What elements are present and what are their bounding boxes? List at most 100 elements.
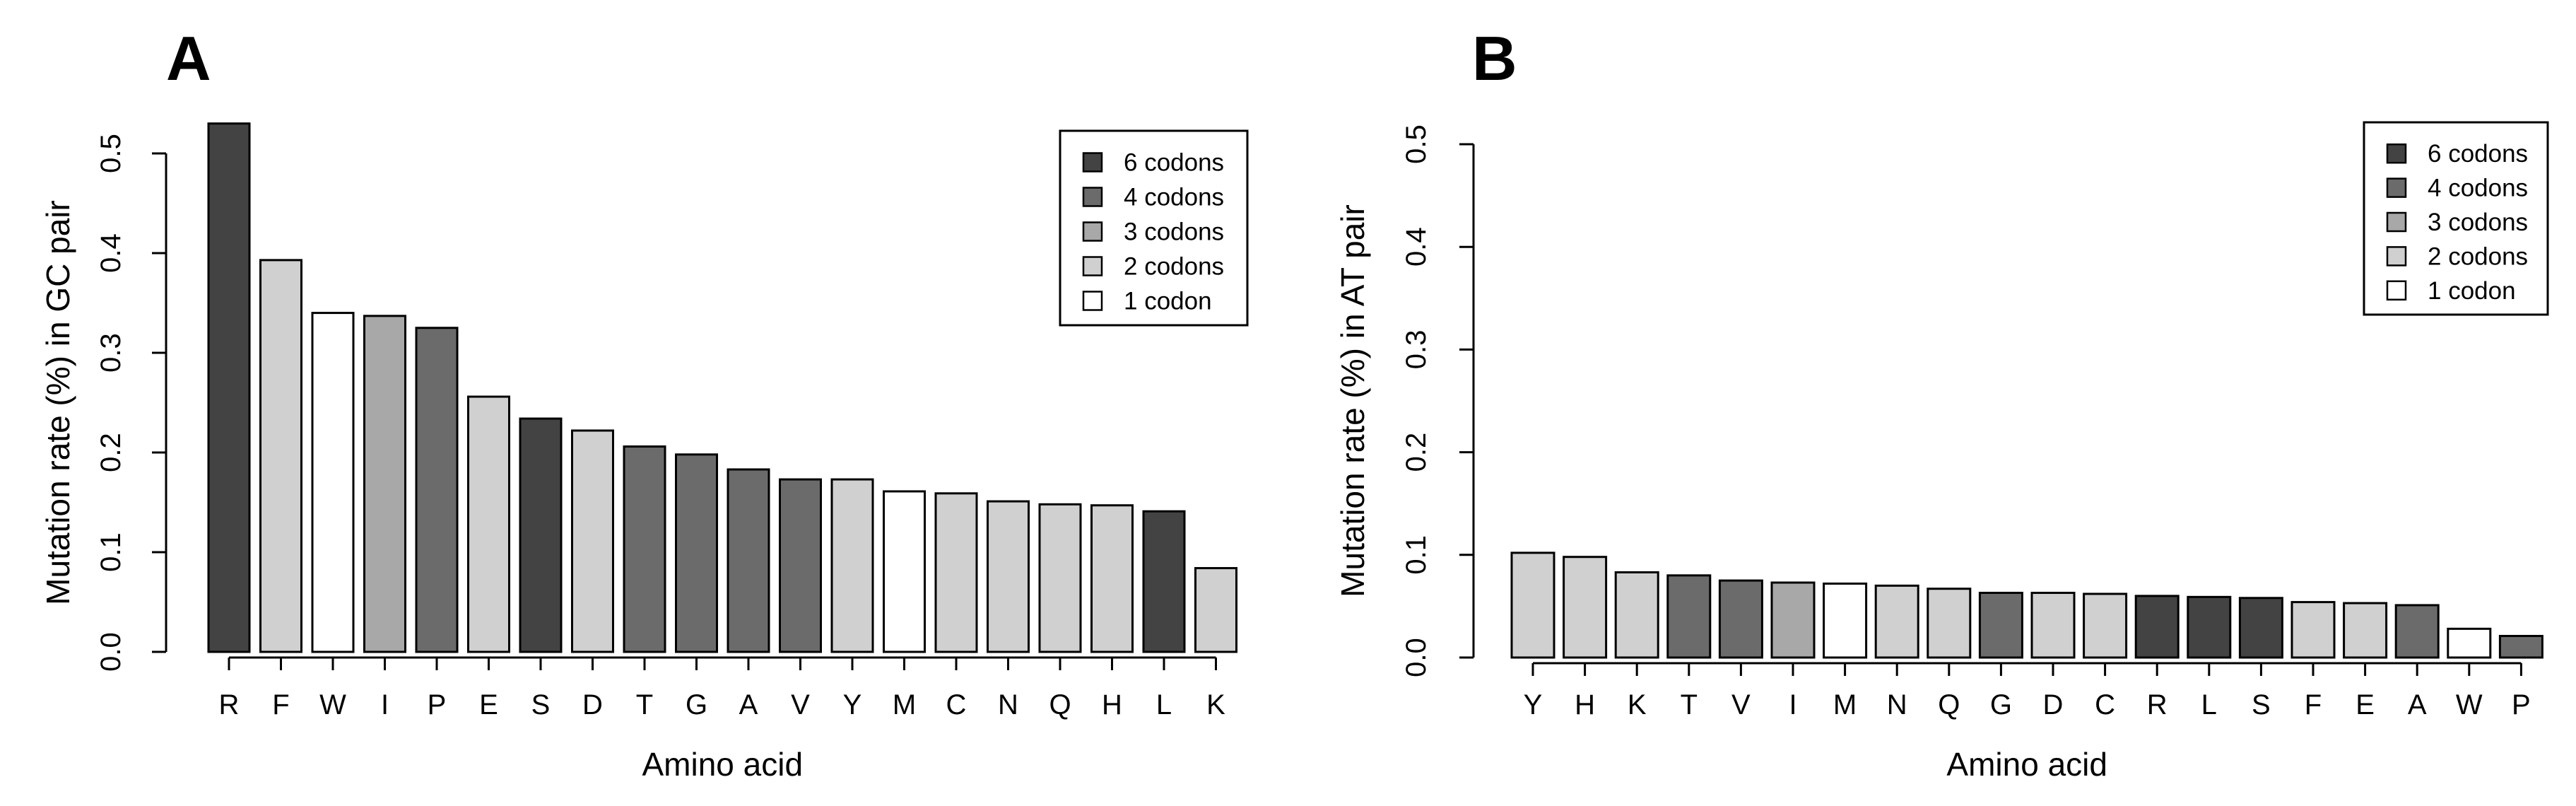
legend-label: 2 codons <box>2428 243 2528 270</box>
legend-label: 3 codons <box>1124 218 1224 246</box>
legend-label: 4 codons <box>2428 175 2528 202</box>
legend-label: 1 codon <box>2428 277 2516 305</box>
bar-E <box>2343 602 2388 659</box>
bar-S <box>2238 597 2283 659</box>
bar-N <box>987 500 1030 653</box>
bar-L <box>1142 510 1186 653</box>
panel-label-b: B <box>1472 23 1517 93</box>
bar-Y <box>830 478 874 653</box>
legend-swatch <box>1082 291 1103 311</box>
x-tick-label: R <box>2147 689 2168 720</box>
x-tick-label: K <box>1206 689 1225 720</box>
bar-P <box>415 327 459 653</box>
legend-swatch <box>2386 143 2407 164</box>
x-tick-label: D <box>582 689 603 720</box>
legend-swatch <box>2386 211 2407 233</box>
x-tick-label: H <box>1575 689 1595 720</box>
bar-D <box>2030 592 2076 659</box>
bar-W <box>2447 627 2492 659</box>
x-tick-label: N <box>998 689 1018 720</box>
x-tick-label: I <box>1789 689 1796 720</box>
legend-label: 1 codon <box>1124 288 1212 315</box>
panel-a-chart: 0.0 0.1 0.2 0.3 0.4 0.5 Mutation rate (%) in G… <box>40 122 1249 783</box>
bar-H <box>1090 504 1134 653</box>
bar-I <box>1770 581 1816 659</box>
x-axis-title: Amino acid <box>1946 746 2107 783</box>
bar-E <box>467 395 510 653</box>
x-tick-label: C <box>2095 689 2115 720</box>
legend-swatch <box>1082 187 1103 207</box>
x-tick-label: A <box>739 689 758 720</box>
x-tick-label: E <box>479 689 498 720</box>
bar-C <box>934 492 978 653</box>
bar-F <box>259 259 302 653</box>
x-tick-label: W <box>319 689 346 720</box>
y-tick-label: 0.4 <box>1401 227 1432 267</box>
x-tick-label: R <box>219 689 240 720</box>
x-tick-label: Q <box>1938 689 1960 720</box>
legend: 6 codons 4 codons 3 codons 2 codons 1 codon <box>2363 121 2549 316</box>
panel-label-a: A <box>166 23 211 93</box>
x-tick-label: T <box>1681 689 1698 720</box>
legend-label: 4 codons <box>1124 184 1224 211</box>
x-tick-label: H <box>1102 689 1122 720</box>
x-tick-label: F <box>2305 689 2322 720</box>
bar-K <box>1194 567 1237 653</box>
x-tick-label: V <box>1731 689 1751 720</box>
bar-W <box>311 312 355 653</box>
x-tick-label: G <box>1990 689 2012 720</box>
bar-I <box>363 315 406 653</box>
x-tick-label: S <box>2252 689 2271 720</box>
bar-Q <box>1927 588 1972 659</box>
legend-label: 3 codons <box>2428 209 2528 236</box>
bar-G <box>1978 592 2023 659</box>
x-tick-label: Y <box>1524 689 1543 720</box>
y-tick-label: 0.3 <box>95 333 127 373</box>
bar-M <box>1823 582 1868 659</box>
x-tick-label: C <box>946 689 967 720</box>
bar-V <box>779 478 822 653</box>
bar-A <box>727 468 770 653</box>
x-axis-title: Amino acid <box>642 746 803 783</box>
y-tick-label: 0.3 <box>1401 330 1432 370</box>
x-tick-label: N <box>1887 689 1907 720</box>
y-tick-label: 0.1 <box>1401 535 1432 575</box>
bar-L <box>2187 595 2232 659</box>
bar-Q <box>1038 503 1082 653</box>
y-tick-label: 0.2 <box>1401 433 1432 472</box>
bar-T <box>1666 574 1712 659</box>
panel-b-chart: 0.0 0.1 0.2 0.3 0.4 0.5 Mutation rate (%) in A… <box>1334 121 2549 783</box>
x-tick-label: M <box>893 689 916 720</box>
bar-N <box>1874 584 1919 659</box>
y-tick-label: 0.4 <box>95 233 127 273</box>
bar-P <box>2498 635 2543 659</box>
bar-S <box>519 417 563 653</box>
y-tick-label: 0.0 <box>1401 638 1432 677</box>
bar-G <box>675 453 718 653</box>
legend-swatch <box>1082 152 1103 173</box>
bar-V <box>1718 579 1763 659</box>
x-tick-label: D <box>2043 689 2064 720</box>
x-tick-label: A <box>2408 689 2427 720</box>
legend-label: 2 codons <box>1124 253 1224 281</box>
y-tick-label: 0.5 <box>1401 124 1432 164</box>
legend-swatch <box>2386 246 2407 267</box>
x-tick-label: M <box>1833 689 1857 720</box>
x-tick-label: P <box>2512 689 2531 720</box>
bar-R <box>207 122 251 653</box>
x-tick-label: P <box>428 689 447 720</box>
bar-H <box>1563 556 1608 659</box>
x-tick-label: Y <box>843 689 862 720</box>
legend-label: 6 codons <box>2428 140 2528 168</box>
y-axis-title: Mutation rate (%) in GC pair <box>40 200 76 605</box>
x-tick-label: S <box>531 689 551 720</box>
legend-swatch <box>1082 256 1103 276</box>
x-tick-label: I <box>381 689 389 720</box>
bar-T <box>623 445 666 653</box>
legend-swatch <box>1082 221 1103 242</box>
x-tick-label: L <box>1156 689 1172 720</box>
bar-M <box>883 490 926 653</box>
y-tick-label: 0.1 <box>95 532 127 572</box>
x-tick-label: W <box>2456 689 2483 720</box>
